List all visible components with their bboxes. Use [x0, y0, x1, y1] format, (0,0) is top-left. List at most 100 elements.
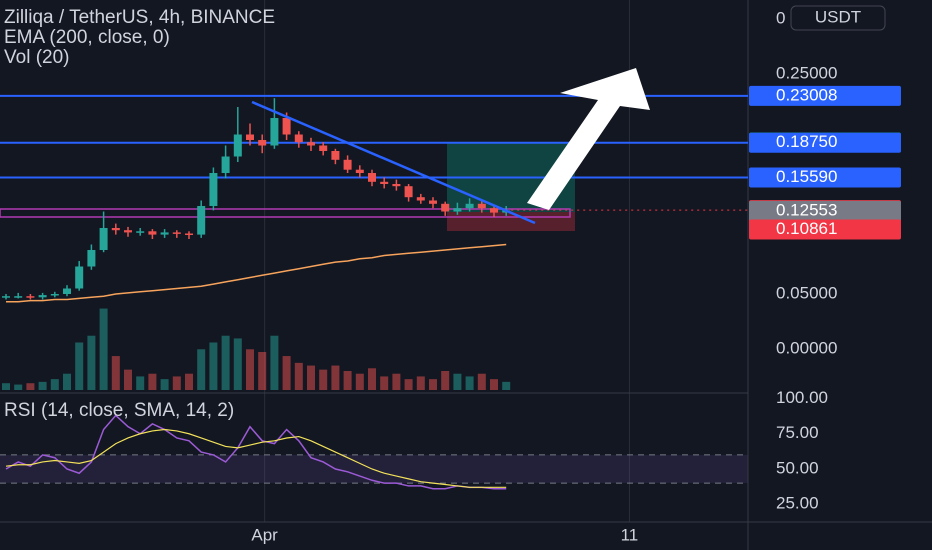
candle-body	[258, 140, 267, 146]
candle-body	[87, 250, 96, 267]
volume-bar	[136, 376, 145, 390]
volume-bar	[307, 365, 315, 390]
candle-body	[477, 203, 486, 209]
currency-button[interactable]	[790, 5, 886, 31]
currency-button-text[interactable]: USDT	[815, 7, 861, 26]
trend-line	[251, 100, 536, 225]
candle-body	[319, 145, 328, 151]
rsi-tick-label: 100.00	[776, 388, 828, 407]
position-loss	[447, 212, 575, 231]
price-tag	[749, 167, 901, 188]
volume-bar	[38, 381, 47, 390]
volume-bar	[502, 381, 511, 390]
candle-body	[197, 206, 206, 235]
candle-body	[270, 118, 279, 146]
candle-body	[453, 208, 462, 212]
volume-bar	[392, 373, 401, 390]
candle-body	[2, 296, 10, 298]
volume-bar	[185, 373, 193, 390]
candle-body	[380, 181, 389, 184]
volume-bar	[233, 338, 242, 390]
candle-body	[331, 151, 340, 160]
ema-label: EMA (200, close, 0)	[4, 27, 170, 48]
grid	[0, 0, 748, 522]
candle-body	[26, 296, 35, 298]
volume-bar	[258, 352, 267, 390]
price-tag-label: 0.10861	[776, 219, 837, 238]
rsi-band	[0, 454, 748, 484]
price-tag	[749, 219, 901, 240]
arrow	[527, 68, 650, 210]
volume-bar	[319, 369, 328, 390]
rsi-label: RSI (14, close, SMA, 14, 2)	[4, 400, 234, 421]
volume-bar	[331, 365, 340, 390]
volume-bar	[282, 356, 291, 390]
candle-body	[355, 169, 364, 173]
range-box	[0, 208, 571, 218]
rsi-ma-line	[5, 428, 507, 488]
volume-bar	[75, 342, 84, 390]
candle-body	[246, 134, 254, 140]
rsi-tick-label: 75.00	[776, 423, 819, 442]
volume-bar	[355, 373, 364, 390]
volume-bar	[197, 349, 206, 390]
price-tag	[749, 132, 901, 153]
candle-body	[38, 295, 47, 298]
candle-body	[465, 203, 474, 209]
candle-body	[99, 228, 108, 250]
volume-bar	[221, 335, 230, 390]
volume-bar	[490, 379, 498, 390]
candle-body	[282, 118, 291, 135]
price-tag-label: 0.23008	[776, 85, 837, 104]
candle-body	[50, 294, 59, 296]
price-tag	[749, 85, 901, 106]
volume-bar	[172, 376, 181, 390]
x-tick-label: Apr	[251, 525, 278, 544]
volume-label: Vol (20)	[4, 47, 69, 68]
price-axis: Apr 11 0 0.25000 0.05000 0.00000 100.00 75.00 50…	[251, 8, 901, 544]
price-tag-label: 0.18750	[776, 132, 837, 151]
price-tag-label: 0.12553	[776, 200, 837, 219]
candle-body	[429, 200, 437, 204]
volume-bar	[343, 371, 352, 390]
ema-line	[6, 243, 507, 303]
volume-bar	[160, 379, 169, 390]
volume-bar	[209, 342, 218, 390]
volume-bar	[477, 373, 486, 390]
title: Zilliqa / TetherUS, 4h, BINANCE	[4, 7, 275, 28]
candle-body	[160, 232, 169, 235]
rsi-tick-label: 25.00	[776, 494, 819, 513]
volume-bar	[294, 362, 303, 390]
y-tick-label: 0	[776, 8, 785, 27]
y-tick-label: 0.00000	[776, 338, 837, 357]
volume-bar	[380, 376, 389, 390]
candle-body	[233, 134, 242, 157]
candle-body	[136, 231, 145, 233]
volume-bar	[453, 373, 462, 390]
volume-bar	[124, 369, 132, 390]
candle-body	[368, 173, 376, 182]
volume-bar	[87, 335, 96, 390]
candle-body	[148, 231, 157, 235]
candle-body	[404, 186, 413, 198]
y-tick-label: 0.25000	[776, 63, 837, 82]
price-tag-label: 0.15590	[776, 167, 837, 186]
y-tick-label: 0.05000	[776, 283, 837, 302]
candle-body	[209, 173, 218, 206]
candle-body	[14, 296, 23, 298]
volume-bar	[270, 335, 279, 390]
candle-body	[392, 184, 401, 187]
candle-body	[124, 230, 132, 233]
candle-body	[441, 203, 450, 212]
volume-bar	[26, 383, 35, 390]
candle-body	[221, 156, 230, 173]
candle-body	[63, 288, 71, 294]
candle-body	[490, 208, 498, 213]
price-tag	[749, 200, 901, 221]
candle-body	[75, 266, 84, 289]
candle-body	[307, 142, 315, 146]
volume-bar	[465, 376, 474, 390]
volume-bar	[99, 308, 108, 390]
volume-bar	[14, 384, 23, 390]
